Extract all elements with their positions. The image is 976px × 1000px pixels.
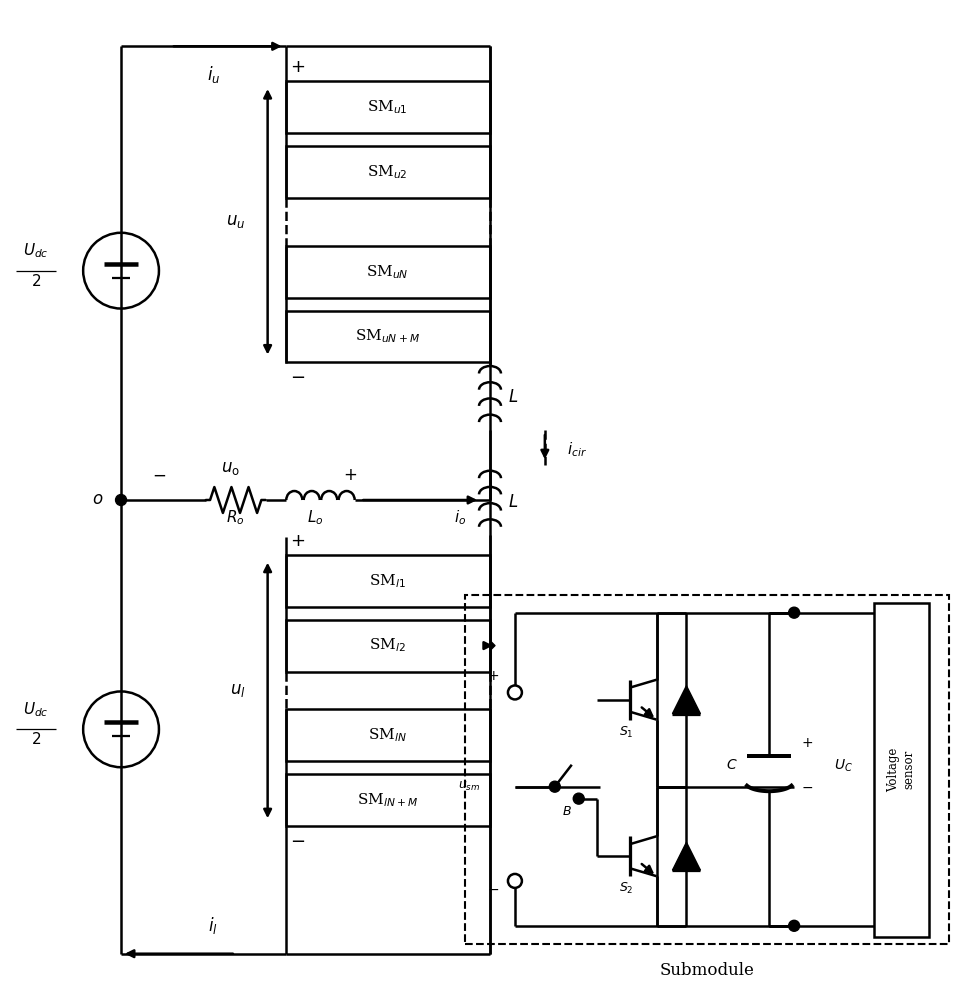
Bar (286, 709, 490, 761)
Text: $+$: $+$ (801, 736, 813, 750)
Text: $U_{dc}$: $U_{dc}$ (23, 242, 49, 260)
Text: $L$: $L$ (508, 494, 518, 511)
Text: $R_o$: $R_o$ (226, 508, 245, 527)
Text: $L$: $L$ (508, 389, 518, 406)
Text: $U_C$: $U_C$ (834, 757, 853, 774)
Text: $+$: $+$ (344, 467, 357, 484)
Circle shape (115, 495, 127, 505)
Text: $i_{cir}$: $i_{cir}$ (567, 441, 587, 459)
Bar (286, 555, 490, 607)
Bar (286, 246, 490, 298)
Bar (286, 311, 490, 362)
Polygon shape (672, 842, 701, 870)
Text: $u_l$: $u_l$ (230, 682, 246, 699)
Bar (286, 146, 490, 198)
Text: $+$: $+$ (290, 58, 305, 76)
Text: $+$: $+$ (487, 669, 499, 683)
Text: $-$: $-$ (801, 780, 813, 794)
Text: SM$_{uN}$: SM$_{uN}$ (366, 263, 409, 281)
Circle shape (789, 607, 799, 618)
Text: $C$: $C$ (725, 758, 737, 772)
Text: Voltage
sensor: Voltage sensor (887, 748, 915, 792)
Text: $i_o$: $i_o$ (454, 508, 467, 527)
Text: SM$_{u1}$: SM$_{u1}$ (367, 98, 408, 116)
Text: $i_u$: $i_u$ (207, 64, 220, 85)
Text: SM$_{u2}$: SM$_{u2}$ (367, 163, 408, 181)
Text: $+$: $+$ (290, 532, 305, 550)
Text: $U_{dc}$: $U_{dc}$ (23, 700, 49, 719)
Bar (466, 595, 949, 944)
Bar (874, 603, 929, 937)
Text: SM$_{l1}$: SM$_{l1}$ (369, 572, 406, 590)
Text: $i_l$: $i_l$ (209, 915, 219, 936)
Text: $-$: $-$ (290, 831, 305, 849)
Text: $u_u$: $u_u$ (226, 213, 246, 230)
Text: SM$_{lN}$: SM$_{lN}$ (368, 726, 407, 744)
Text: $u_{\rm o}$: $u_{\rm o}$ (222, 460, 240, 477)
Text: $S_1$: $S_1$ (619, 725, 634, 740)
Text: $L_o$: $L_o$ (307, 508, 324, 527)
Text: SM$_{l2}$: SM$_{l2}$ (369, 637, 406, 654)
Text: $-$: $-$ (487, 882, 499, 896)
Bar (286, 620, 490, 672)
Bar (286, 774, 490, 826)
Bar (286, 81, 490, 133)
Circle shape (573, 793, 585, 804)
Text: $2$: $2$ (31, 731, 41, 747)
Text: $-$: $-$ (290, 367, 305, 385)
Circle shape (789, 920, 799, 931)
Text: $S_2$: $S_2$ (620, 881, 633, 896)
Polygon shape (672, 686, 701, 714)
Circle shape (549, 781, 560, 792)
Text: SM$_{lN+M}$: SM$_{lN+M}$ (357, 791, 419, 809)
Text: SM$_{uN+M}$: SM$_{uN+M}$ (355, 328, 421, 345)
Text: $2$: $2$ (31, 273, 41, 289)
Text: Submodule: Submodule (660, 962, 754, 979)
Text: $o$: $o$ (92, 491, 103, 508)
Text: $u_{sm}$: $u_{sm}$ (458, 780, 480, 793)
Text: $-$: $-$ (152, 467, 166, 484)
Text: $B$: $B$ (562, 805, 572, 818)
